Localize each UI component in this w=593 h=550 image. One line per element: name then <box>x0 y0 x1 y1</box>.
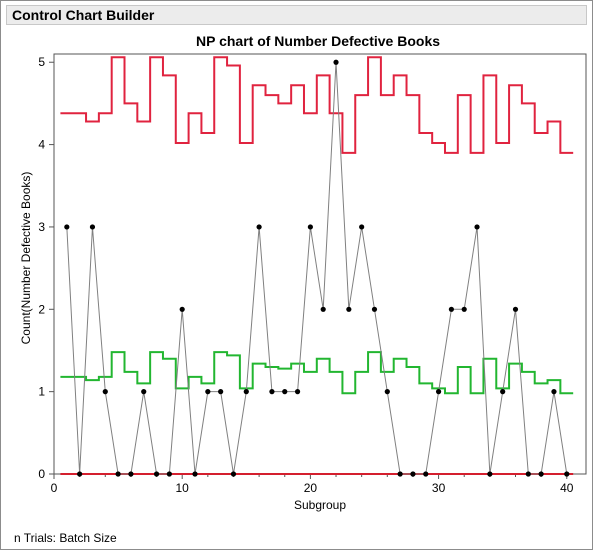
x-tick-label: 10 <box>176 481 190 495</box>
x-tick-label: 40 <box>560 481 574 495</box>
data-point[interactable] <box>115 471 121 477</box>
data-point[interactable] <box>474 224 480 230</box>
y-tick-label: 2 <box>38 302 45 316</box>
chart-title: NP chart of Number Defective Books <box>196 33 440 49</box>
data-point[interactable] <box>64 224 70 230</box>
data-point[interactable] <box>243 389 249 395</box>
footer-note: n Trials: Batch Size <box>14 531 117 545</box>
x-tick-label: 20 <box>304 481 318 495</box>
data-point[interactable] <box>371 306 378 312</box>
data-point[interactable] <box>153 471 160 477</box>
y-tick-label: 3 <box>38 220 45 234</box>
data-point[interactable] <box>423 471 429 477</box>
data-point[interactable] <box>448 306 454 312</box>
data-point[interactable] <box>179 306 185 312</box>
data-point[interactable] <box>256 224 262 230</box>
data-point[interactable] <box>410 471 416 477</box>
x-axis-label: Subgroup <box>294 498 346 512</box>
y-axis-label: Count(Number Defective Books) <box>19 172 33 345</box>
data-point[interactable] <box>359 224 365 230</box>
data-point[interactable] <box>102 389 108 395</box>
data-point[interactable] <box>307 224 313 230</box>
outline-header[interactable]: Control Chart Builder <box>6 5 587 25</box>
ucl-line <box>60 56 574 154</box>
x-axis: 0 10 20 30 40 <box>51 474 574 495</box>
data-point[interactable] <box>397 471 403 477</box>
x-tick-label: 30 <box>432 481 446 495</box>
data-point[interactable] <box>461 306 467 312</box>
data-point[interactable] <box>205 389 211 395</box>
y-axis: 0 1 2 3 4 5 <box>38 55 54 481</box>
data-point[interactable] <box>282 389 288 395</box>
data-point[interactable] <box>538 471 544 477</box>
data-point[interactable] <box>564 471 570 477</box>
data-point[interactable] <box>435 389 442 395</box>
y-tick-label: 0 <box>38 467 45 481</box>
data-point[interactable] <box>294 389 301 395</box>
data-point[interactable] <box>269 389 275 395</box>
y-tick-label: 1 <box>38 385 45 399</box>
y-tick-label: 4 <box>38 138 45 152</box>
data-point[interactable] <box>192 471 198 477</box>
plot-area <box>53 53 587 475</box>
series-line <box>66 62 568 475</box>
y-tick-label: 5 <box>38 55 45 69</box>
data-point[interactable] <box>487 471 493 477</box>
data-point[interactable] <box>89 224 96 230</box>
data-point[interactable] <box>346 306 352 312</box>
data-point[interactable] <box>128 471 134 477</box>
series-layer <box>60 56 574 477</box>
data-point[interactable] <box>500 389 506 395</box>
data-point[interactable] <box>551 389 557 395</box>
data-point[interactable] <box>320 306 326 312</box>
data-point[interactable] <box>384 389 390 395</box>
data-point[interactable] <box>77 471 83 477</box>
data-point[interactable] <box>333 59 339 65</box>
data-point[interactable] <box>141 389 147 395</box>
data-point[interactable] <box>512 306 519 312</box>
x-tick-label: 0 <box>51 481 58 495</box>
data-point[interactable] <box>166 471 172 477</box>
window-title: Control Chart Builder <box>12 7 155 23</box>
data-point[interactable] <box>230 471 237 477</box>
data-point[interactable] <box>218 389 224 395</box>
data-point[interactable] <box>525 471 531 477</box>
